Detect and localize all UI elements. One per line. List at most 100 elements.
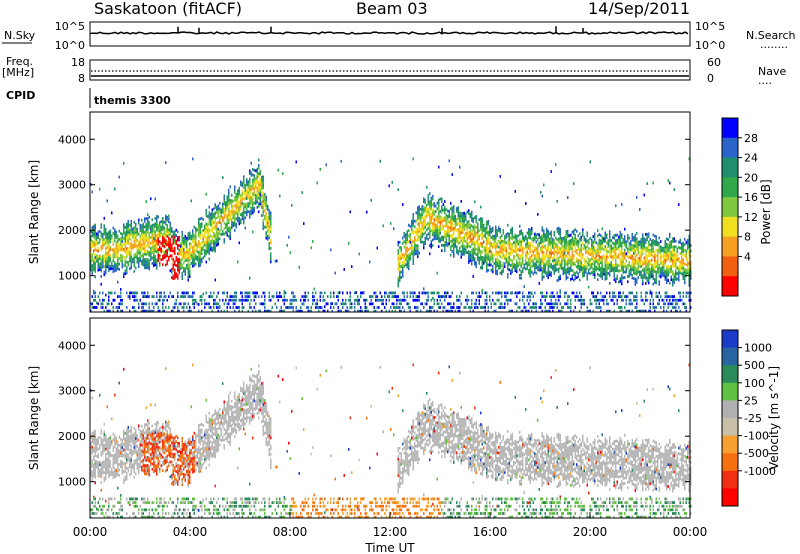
power-cell — [96, 306, 98, 309]
site-title: Saskatoon (fitACF) — [94, 0, 242, 18]
power-cell — [232, 210, 234, 214]
power-cell — [631, 246, 633, 250]
power-cell — [361, 309, 363, 313]
power-cell — [93, 268, 95, 272]
power-cell — [564, 302, 566, 306]
power-cell — [399, 246, 401, 250]
power-cell — [541, 275, 543, 279]
power-cell — [117, 295, 119, 298]
power-cell — [162, 216, 164, 220]
power-cell — [97, 268, 99, 272]
power-cell — [448, 237, 450, 240]
power-cell — [517, 264, 519, 268]
power-cell — [538, 257, 540, 261]
power-cell — [153, 258, 155, 262]
power-cell — [415, 246, 417, 250]
power-cell — [105, 263, 107, 267]
power-cell — [144, 225, 146, 229]
power-cell — [120, 309, 122, 313]
power-cell — [469, 215, 471, 219]
power-cell — [399, 254, 401, 258]
power-cell — [640, 273, 642, 277]
power-cell — [181, 291, 183, 295]
power-cell — [270, 211, 272, 215]
power-cell — [444, 219, 446, 223]
power-cell — [91, 239, 93, 243]
power-cell — [472, 239, 474, 243]
power-cell — [120, 302, 122, 306]
power-cell — [228, 199, 230, 203]
power-cell — [421, 216, 423, 219]
power-cell — [616, 263, 618, 267]
power-cell — [370, 198, 372, 202]
power-cell — [268, 247, 270, 251]
power-cell — [156, 244, 158, 248]
power-cell — [493, 234, 495, 238]
power-cell — [217, 302, 219, 306]
power-cell — [168, 220, 170, 224]
power-cell — [522, 240, 524, 244]
power-cell — [250, 187, 252, 191]
power-cell — [477, 225, 479, 229]
power-cell — [643, 240, 645, 244]
power-cell — [396, 302, 398, 306]
power-cell — [556, 260, 558, 263]
power-cell — [160, 228, 162, 232]
power-cell — [397, 251, 399, 255]
power-cell — [187, 254, 189, 257]
power-cell — [559, 266, 561, 270]
power-cell — [567, 265, 569, 269]
power-cell — [90, 309, 92, 313]
power-cell — [127, 228, 129, 232]
power-cell — [570, 266, 572, 270]
power-cell — [465, 212, 467, 216]
power-cell — [502, 256, 504, 260]
power-cell — [525, 237, 527, 241]
power-cell — [573, 309, 575, 313]
power-cell — [159, 221, 161, 224]
power-cell — [249, 213, 251, 216]
power-cell — [165, 214, 167, 218]
power-cell — [636, 248, 638, 252]
power-cell — [664, 253, 666, 257]
power-cell — [600, 261, 602, 265]
power-cell — [270, 227, 272, 231]
power-cell — [301, 295, 303, 298]
power-cell — [481, 220, 483, 224]
power-cell — [154, 216, 156, 220]
power-cell — [235, 206, 237, 210]
power-cell — [639, 243, 641, 247]
power-cell — [418, 218, 420, 222]
power-cell — [472, 309, 474, 313]
power-cell — [633, 257, 635, 261]
power-cell — [214, 298, 216, 302]
power-cell — [508, 260, 510, 264]
power-cell — [630, 248, 632, 252]
power-cell — [433, 309, 435, 313]
power-cell — [591, 271, 593, 275]
power-cell — [525, 256, 527, 260]
power-cell — [409, 254, 411, 258]
power-cell — [619, 258, 621, 261]
power-cell — [594, 259, 596, 263]
power-cell — [553, 252, 555, 256]
power-cell — [540, 249, 542, 253]
power-cell — [621, 252, 623, 256]
power-cell — [606, 302, 608, 306]
power-cell — [601, 277, 603, 280]
power-cell — [606, 298, 608, 302]
power-cell — [445, 213, 447, 217]
power-cell — [606, 268, 608, 272]
power-cell — [594, 232, 596, 236]
power-cell — [634, 261, 636, 265]
power-cell — [486, 253, 488, 257]
power-cell — [489, 241, 491, 245]
power-cell — [217, 291, 219, 295]
power-cell — [153, 261, 155, 265]
power-cell — [205, 225, 207, 228]
power-cell — [343, 302, 345, 306]
power-cell — [544, 271, 546, 275]
power-cell — [399, 306, 401, 309]
power-cell — [541, 256, 543, 259]
power-cell — [510, 236, 512, 240]
